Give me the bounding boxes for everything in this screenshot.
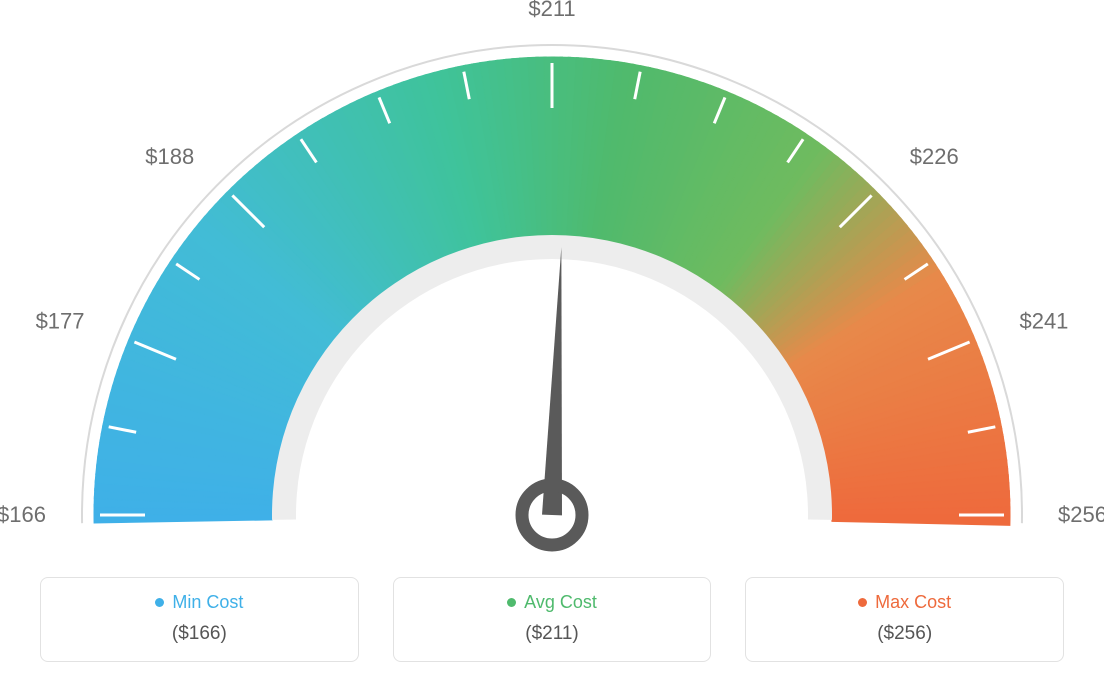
dot-icon [155, 598, 164, 607]
legend-row: Min Cost ($166) Avg Cost ($211) Max Cost… [0, 577, 1104, 662]
legend-value-avg: ($211) [404, 623, 701, 645]
scale-label: $226 [910, 144, 959, 169]
legend-card-avg: Avg Cost ($211) [393, 577, 712, 662]
scale-label: $166 [0, 502, 46, 527]
scale-label: $241 [1019, 308, 1068, 333]
legend-label-max: Max Cost [858, 592, 951, 613]
legend-value-min: ($166) [51, 623, 348, 645]
gauge-chart: $166 $177 $188 $211 $226 $241 $256 [0, 0, 1104, 560]
legend-label-text: Min Cost [172, 592, 243, 613]
dot-icon [858, 598, 867, 607]
legend-value-max: ($256) [756, 623, 1053, 645]
legend-label-avg: Avg Cost [507, 592, 597, 613]
scale-label: $177 [36, 308, 85, 333]
legend-card-min: Min Cost ($166) [40, 577, 359, 662]
legend-label-text: Max Cost [875, 592, 951, 613]
legend-card-max: Max Cost ($256) [745, 577, 1064, 662]
legend-label-text: Avg Cost [524, 592, 597, 613]
cost-gauge-figure: $166 $177 $188 $211 $226 $241 $256 Min Cost ($… [0, 0, 1104, 690]
scale-label: $211 [528, 0, 575, 21]
scale-label: $188 [145, 144, 194, 169]
scale-label: $256 [1058, 502, 1104, 527]
gauge-needle [542, 247, 562, 515]
legend-label-min: Min Cost [155, 592, 243, 613]
dot-icon [507, 598, 516, 607]
